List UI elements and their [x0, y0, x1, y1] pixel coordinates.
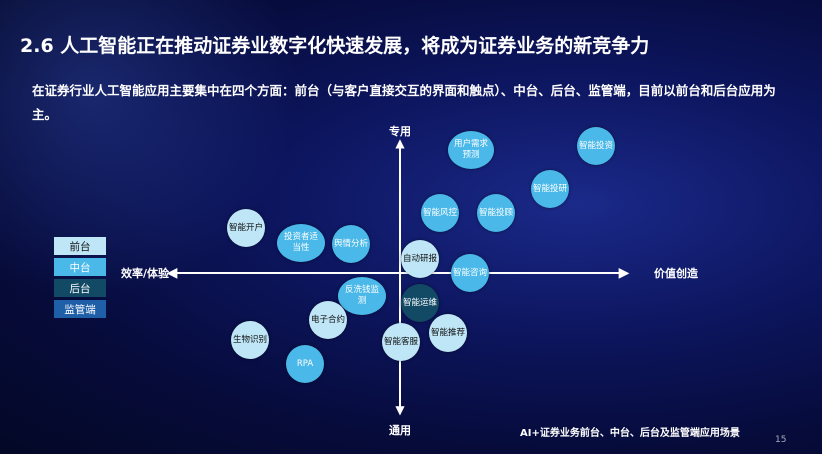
- bubble: 智能投顾: [477, 194, 515, 232]
- bubble: 生物识别: [231, 321, 269, 359]
- bubble: 智能客服: [382, 323, 420, 361]
- bubble: 智能开户: [227, 209, 265, 247]
- bubble: 智能咨询: [451, 254, 489, 292]
- arrow-up-icon: ▲: [395, 136, 405, 150]
- bubble: 智能投研: [531, 170, 569, 208]
- bubble: RPA: [286, 345, 324, 383]
- legend-back: 后台: [54, 279, 106, 297]
- legend-front: 前台: [54, 237, 106, 255]
- arrow-left-icon: ◀: [166, 265, 178, 281]
- axis-label-bottom: 通用: [389, 424, 411, 437]
- bubble: 电子合约: [309, 301, 347, 339]
- slide-subtitle: 在证券行业人工智能应用主要集中在四个方面：前台（与客户直接交互的界面和触点）、中…: [32, 83, 776, 122]
- vertical-axis: [399, 144, 401, 410]
- axis-label-top: 专用: [389, 125, 411, 138]
- bubble: 智能推荐: [429, 314, 467, 352]
- bubble: 投资者适当性: [277, 224, 325, 262]
- slide-title: 2.6 人工智能正在推动证券业数字化快速发展，将成为证券业务的新竞争力: [20, 35, 650, 57]
- bubble: 智能运维: [401, 284, 439, 322]
- axis-label-right: 价值创造: [654, 267, 698, 280]
- bubble: 舆情分析: [332, 225, 370, 263]
- bubble: 自动研报: [401, 240, 439, 278]
- axis-label-left: 效率/体验: [120, 267, 170, 280]
- bubble: 智能投资: [577, 127, 615, 165]
- bubble: 用户需求预测: [448, 131, 494, 169]
- page-number: 15: [775, 435, 787, 445]
- bubble: 智能风控: [421, 194, 459, 232]
- bubble: 反洗钱监测: [338, 277, 386, 315]
- arrow-right-icon: ▶: [618, 265, 630, 281]
- chart-caption: AI+证券业务前台、中台、后台及监管端应用场景: [520, 428, 740, 439]
- arrow-down-icon: ▼: [395, 403, 405, 417]
- legend-regulatory: 监管端: [54, 300, 106, 318]
- legend-middle: 中台: [54, 258, 106, 276]
